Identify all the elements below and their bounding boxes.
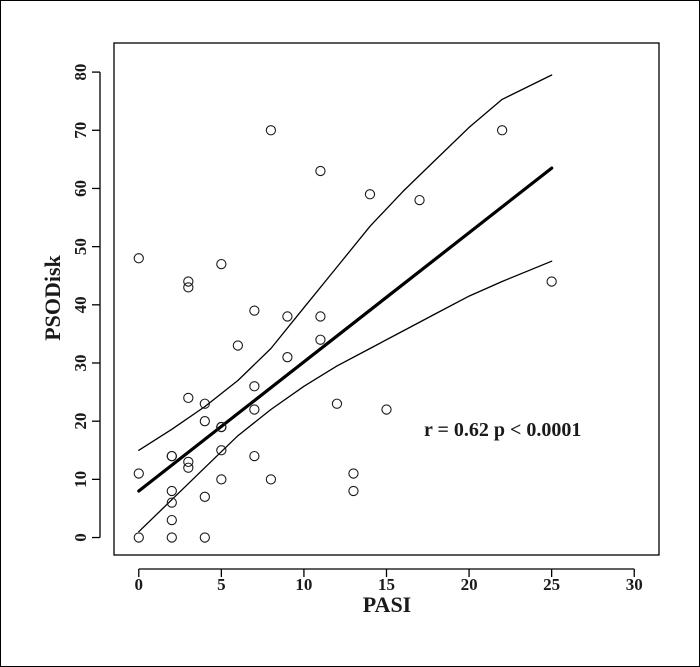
x-tick-label: 15 [378, 575, 395, 594]
x-tick-label: 20 [461, 575, 478, 594]
y-tick-label: 0 [71, 533, 90, 542]
data-point [232, 340, 244, 351]
annotation-stats: r = 0.62 p < 0.0001 [424, 419, 581, 441]
data-point [133, 532, 144, 543]
data-point [199, 491, 210, 502]
y-tick-label: 70 [71, 122, 90, 139]
y-tick-label: 40 [71, 296, 90, 313]
data-point [282, 311, 293, 322]
data-point [133, 253, 144, 264]
data-point [315, 165, 326, 177]
plot-area [113, 42, 660, 556]
data-point [282, 352, 293, 363]
data-point [216, 474, 227, 485]
data-point [249, 404, 260, 415]
data-point [348, 468, 359, 479]
data-point [265, 125, 277, 136]
y-tick-label: 50 [71, 238, 90, 255]
data-point [166, 497, 177, 508]
data-point [315, 311, 326, 322]
lower-confidence-band [138, 260, 553, 533]
data-point [216, 421, 227, 433]
data-point [166, 450, 177, 462]
y-axis: 0 10 20 30 40 50 60 70 80 [71, 64, 101, 542]
data-point [496, 125, 508, 136]
data-point [216, 445, 227, 456]
data-point [183, 456, 194, 468]
y-tick-label: 60 [71, 180, 90, 197]
data-point [199, 398, 210, 409]
regression-line-group [137, 166, 554, 493]
y-axis-title: PSODisk [40, 254, 65, 340]
y-tick-label: 30 [71, 355, 90, 372]
data-point [249, 381, 260, 392]
x-tick-label: 5 [217, 575, 226, 594]
data-point [249, 450, 260, 462]
x-tick-label: 10 [295, 575, 312, 594]
data-point [166, 532, 177, 543]
confidence-bands [138, 74, 553, 533]
data-point [331, 398, 343, 409]
data-point [133, 468, 144, 479]
y-tick-label: 20 [71, 413, 90, 430]
data-point [348, 485, 359, 497]
data-point [166, 514, 177, 526]
x-axis: 0 5 10 15 20 25 30 [135, 568, 643, 594]
regression-line [137, 166, 554, 493]
data-point [183, 392, 194, 404]
data-point [414, 194, 425, 206]
data-point [183, 276, 194, 287]
upper-confidence-band [138, 74, 553, 451]
data-point [199, 532, 210, 543]
y-tick-label: 80 [71, 64, 90, 81]
data-point [546, 276, 557, 287]
x-tick-label: 25 [543, 575, 560, 594]
data-point [249, 305, 260, 316]
y-tick-label: 10 [71, 471, 90, 488]
data-point [166, 485, 177, 497]
data-point [265, 474, 277, 485]
data-point [183, 462, 194, 473]
data-point [364, 189, 376, 200]
data-point [315, 334, 326, 345]
data-point [183, 282, 194, 293]
data-point [216, 258, 227, 270]
x-tick-label: 30 [626, 575, 643, 594]
x-axis-title: PASI [363, 592, 412, 617]
data-point [381, 404, 392, 415]
x-tick-label: 0 [135, 575, 144, 594]
data-point [199, 416, 210, 427]
data-points [133, 125, 557, 543]
